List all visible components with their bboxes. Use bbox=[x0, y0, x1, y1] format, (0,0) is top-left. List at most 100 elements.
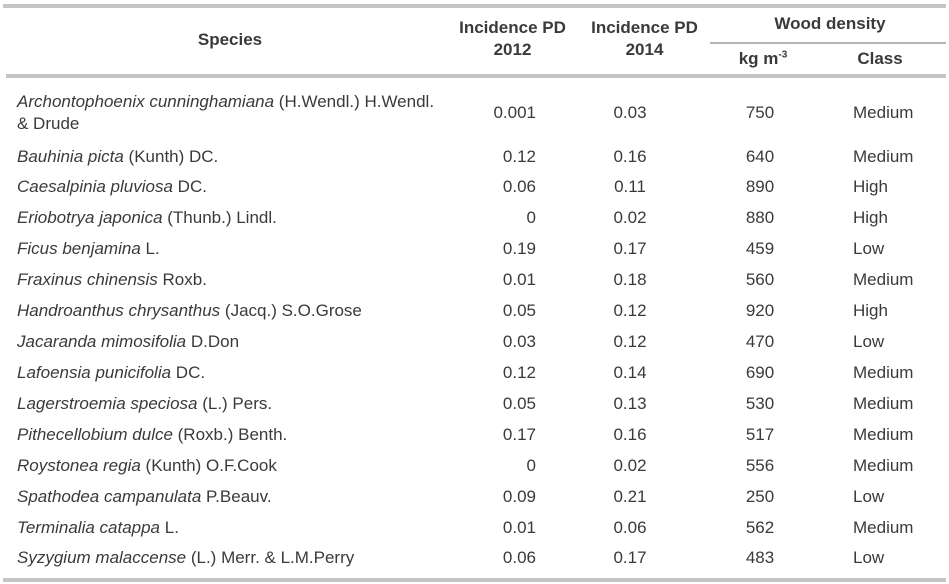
wood-density-value: 890 bbox=[745, 177, 775, 196]
wood-density-subrule bbox=[710, 42, 946, 44]
incidence-2014-value: 0.17 bbox=[613, 548, 647, 567]
incidence-2014-value: 0.16 bbox=[613, 425, 647, 444]
species-authority: (L.) Pers. bbox=[197, 394, 273, 413]
species-authority: (Kunth) O.F.Cook bbox=[140, 456, 277, 475]
density-class-value: Low bbox=[853, 548, 885, 567]
species-binomial: Caesalpinia pluviosa bbox=[17, 177, 173, 196]
incidence-2012-value: 0.03 bbox=[502, 332, 536, 351]
species-name: Handroanthus chrysanthus (Jacq.) S.O.Gro… bbox=[17, 300, 457, 322]
species-authority: (Jacq.) S.O.Grose bbox=[220, 301, 362, 320]
species-binomial: Roystonea regia bbox=[17, 456, 141, 475]
density-class-value: High bbox=[853, 301, 888, 320]
species-authority-continued: & Drude bbox=[17, 114, 80, 133]
incidence-2012-value: 0.12 bbox=[502, 363, 536, 382]
incidence-2014-value: 0.16 bbox=[613, 147, 647, 166]
wood-density-value: 470 bbox=[745, 332, 775, 351]
incidence-2014-value: 0.11 bbox=[614, 177, 646, 196]
species-name: Spathodea campanulata P.Beauv. bbox=[17, 486, 457, 508]
species-name: Eriobotrya japonica (Thunb.) Lindl. bbox=[17, 207, 457, 229]
incidence-2014-value: 0.13 bbox=[613, 394, 647, 413]
incidence-2012-value: 0.01 bbox=[502, 270, 536, 289]
incidence-2012-value: 0.19 bbox=[502, 239, 536, 258]
incidence-2014-value: 0.18 bbox=[613, 270, 647, 289]
species-authority: (Roxb.) Benth. bbox=[172, 425, 288, 444]
species-binomial: Terminalia catappa bbox=[17, 518, 161, 537]
header-incidence-2012-line1: Incidence PD bbox=[459, 18, 566, 37]
species-name: Fraxinus chinensis Roxb. bbox=[17, 269, 457, 291]
wood-density-value: 250 bbox=[745, 487, 775, 506]
density-unit-exponent: -3 bbox=[778, 49, 788, 61]
species-name: Archontophoenix cunninghamiana (H.Wendl.… bbox=[17, 91, 457, 135]
density-class-value: Medium bbox=[853, 456, 914, 475]
species-authority: (Kunth) DC. bbox=[123, 147, 219, 166]
incidence-2012-value: 0.09 bbox=[502, 487, 536, 506]
density-class-value: High bbox=[853, 177, 888, 196]
species-binomial: Fraxinus chinensis bbox=[17, 270, 158, 289]
wood-density-value: 483 bbox=[745, 548, 775, 567]
header-species: Species bbox=[197, 30, 263, 49]
density-class-value: Medium bbox=[853, 518, 914, 537]
species-binomial: Pithecellobium dulce bbox=[17, 425, 173, 444]
species-authority: (L.) Merr. & L.M.Perry bbox=[186, 548, 355, 567]
header-density-unit: kg m-3 bbox=[718, 48, 808, 70]
incidence-2012-value: 0.01 bbox=[502, 518, 536, 537]
species-binomial: Spathodea campanulata bbox=[17, 487, 202, 506]
density-class-value: Low bbox=[853, 487, 885, 506]
density-unit-text: kg m bbox=[738, 49, 779, 68]
incidence-2012-value: 0.05 bbox=[502, 301, 536, 320]
incidence-2012-value: 0.17 bbox=[502, 425, 536, 444]
species-authority: P.Beauv. bbox=[201, 487, 272, 506]
incidence-2012-value: 0.12 bbox=[502, 147, 536, 166]
species-name: Terminalia catappa L. bbox=[17, 517, 457, 539]
wood-density-value: 530 bbox=[745, 394, 775, 413]
header-class: Class bbox=[857, 49, 903, 68]
density-class-value: Medium bbox=[853, 425, 914, 444]
header-wood-density: Wood density bbox=[774, 14, 886, 33]
density-class-value: Low bbox=[853, 332, 885, 351]
species-authority: (Thunb.) Lindl. bbox=[162, 208, 277, 227]
density-class-value: Medium bbox=[853, 147, 914, 166]
incidence-2014-value: 0.03 bbox=[613, 103, 647, 122]
incidence-2014-value: 0.02 bbox=[613, 456, 647, 475]
species-authority: D.Don bbox=[186, 332, 240, 351]
density-class-value: Low bbox=[853, 239, 885, 258]
incidence-2014-value: 0.21 bbox=[613, 487, 647, 506]
density-class-value: Medium bbox=[853, 270, 914, 289]
table-header-rule bbox=[6, 74, 946, 78]
species-name: Jacaranda mimosifolia D.Don bbox=[17, 331, 457, 353]
table-bottom-rule bbox=[3, 578, 946, 582]
density-class-value: Medium bbox=[853, 103, 914, 122]
species-name: Ficus benjamina L. bbox=[17, 238, 457, 260]
species-binomial: Lafoensia punicifolia bbox=[17, 363, 172, 382]
incidence-2012-value: 0.05 bbox=[502, 394, 536, 413]
species-name: Pithecellobium dulce (Roxb.) Benth. bbox=[17, 424, 457, 446]
species-binomial: Ficus benjamina bbox=[17, 239, 141, 258]
wood-density-value: 880 bbox=[745, 208, 775, 227]
density-class-value: Medium bbox=[853, 363, 914, 382]
wood-density-value: 517 bbox=[745, 425, 775, 444]
header-incidence-2014-line2: 2014 bbox=[625, 40, 664, 59]
table-top-rule bbox=[3, 4, 946, 8]
incidence-2014-value: 0.02 bbox=[613, 208, 647, 227]
wood-density-value: 556 bbox=[745, 456, 775, 475]
species-binomial: Jacaranda mimosifolia bbox=[17, 332, 187, 351]
header-incidence-2014-line1: Incidence PD bbox=[591, 18, 698, 37]
species-binomial: Syzygium malaccense bbox=[17, 548, 187, 567]
species-name: Syzygium malaccense (L.) Merr. & L.M.Per… bbox=[17, 547, 457, 569]
wood-density-value: 690 bbox=[745, 363, 775, 382]
incidence-2014-value: 0.14 bbox=[613, 363, 647, 382]
incidence-2014-value: 0.06 bbox=[613, 518, 647, 537]
incidence-2012-value: 0.06 bbox=[502, 177, 536, 196]
species-authority: DC. bbox=[171, 363, 206, 382]
wood-density-value: 562 bbox=[745, 518, 775, 537]
header-incidence-2012: Incidence PD 2012 bbox=[450, 17, 575, 61]
species-name: Roystonea regia (Kunth) O.F.Cook bbox=[17, 455, 457, 477]
species-binomial: Eriobotrya japonica bbox=[17, 208, 163, 227]
incidence-2012-value: 0.001 bbox=[493, 103, 536, 122]
wood-density-value: 459 bbox=[745, 239, 775, 258]
species-authority: Roxb. bbox=[157, 270, 207, 289]
species-binomial: Lagerstroemia speciosa bbox=[17, 394, 198, 413]
species-authority: L. bbox=[160, 518, 179, 537]
species-binomial: Handroanthus chrysanthus bbox=[17, 301, 221, 320]
species-authority: DC. bbox=[172, 177, 207, 196]
